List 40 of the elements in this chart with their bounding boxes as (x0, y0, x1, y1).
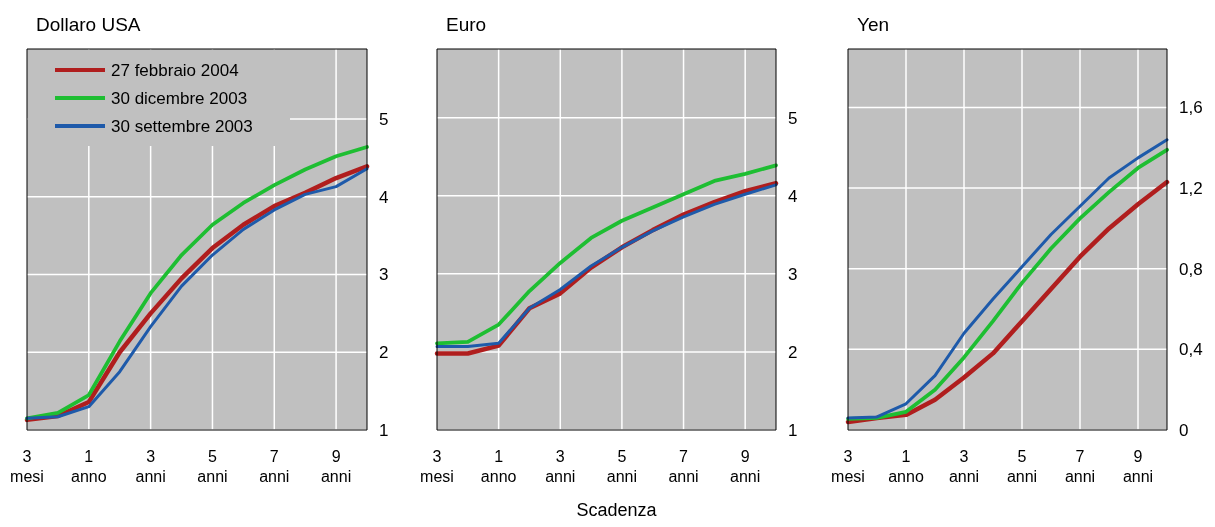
y-tick-label: 0 (1179, 420, 1189, 440)
x-tick-label: 1 anno (888, 448, 924, 485)
x-tick-label: 3 mesi (420, 448, 454, 485)
x-tick-label: 7 anni (1064, 448, 1096, 485)
x-tick-label: 5 anni (197, 448, 228, 485)
x-tick-label: 3 anni (948, 448, 980, 485)
x-axis-title: Scadenza (576, 500, 658, 520)
chart-title: Euro (446, 14, 487, 35)
x-tick-label: 9 anni (1122, 448, 1154, 485)
y-tick-label: 4 (788, 186, 798, 206)
y-tick-label: 4 (379, 187, 389, 207)
y-tick-label: 3 (379, 265, 389, 285)
x-tick-label: 3 anni (545, 448, 576, 485)
y-tick-label: 0,8 (1179, 259, 1203, 279)
y-tick-label: 5 (788, 108, 798, 128)
y-tick-label: 3 (788, 264, 798, 284)
legend-label: 27 febbraio 2004 (111, 60, 239, 80)
chart-title: Yen (857, 14, 890, 35)
chart-title: Dollaro USA (36, 14, 141, 35)
y-tick-label: 2 (379, 343, 389, 363)
y-tick-label: 1,2 (1179, 179, 1203, 199)
x-tick-label: 3 mesi (831, 448, 865, 485)
x-tick-label: 5 anni (606, 448, 638, 485)
x-tick-label: 7 anni (668, 448, 699, 485)
legend-label: 30 settembre 2003 (111, 116, 253, 136)
x-tick-label: 5 anni (1006, 448, 1038, 485)
y-tick-label: 5 (379, 109, 389, 129)
x-tick-label: 9 anni (730, 448, 761, 485)
x-tick-label: 3 mesi (10, 448, 44, 485)
y-tick-label: 2 (788, 342, 798, 362)
x-tick-label: 1 anno (71, 448, 107, 485)
y-tick-label: 1 (788, 420, 798, 440)
x-tick-label: 3 anni (135, 448, 166, 485)
legend-label: 30 dicembre 2003 (111, 88, 248, 108)
y-tick-label: 0,4 (1179, 340, 1203, 360)
x-tick-label: 9 anni (320, 448, 352, 485)
y-tick-label: 1 (379, 420, 389, 440)
x-tick-label: 1 anno (480, 448, 517, 485)
y-tick-label: 1,6 (1179, 98, 1203, 118)
x-tick-label: 7 anni (259, 448, 290, 485)
